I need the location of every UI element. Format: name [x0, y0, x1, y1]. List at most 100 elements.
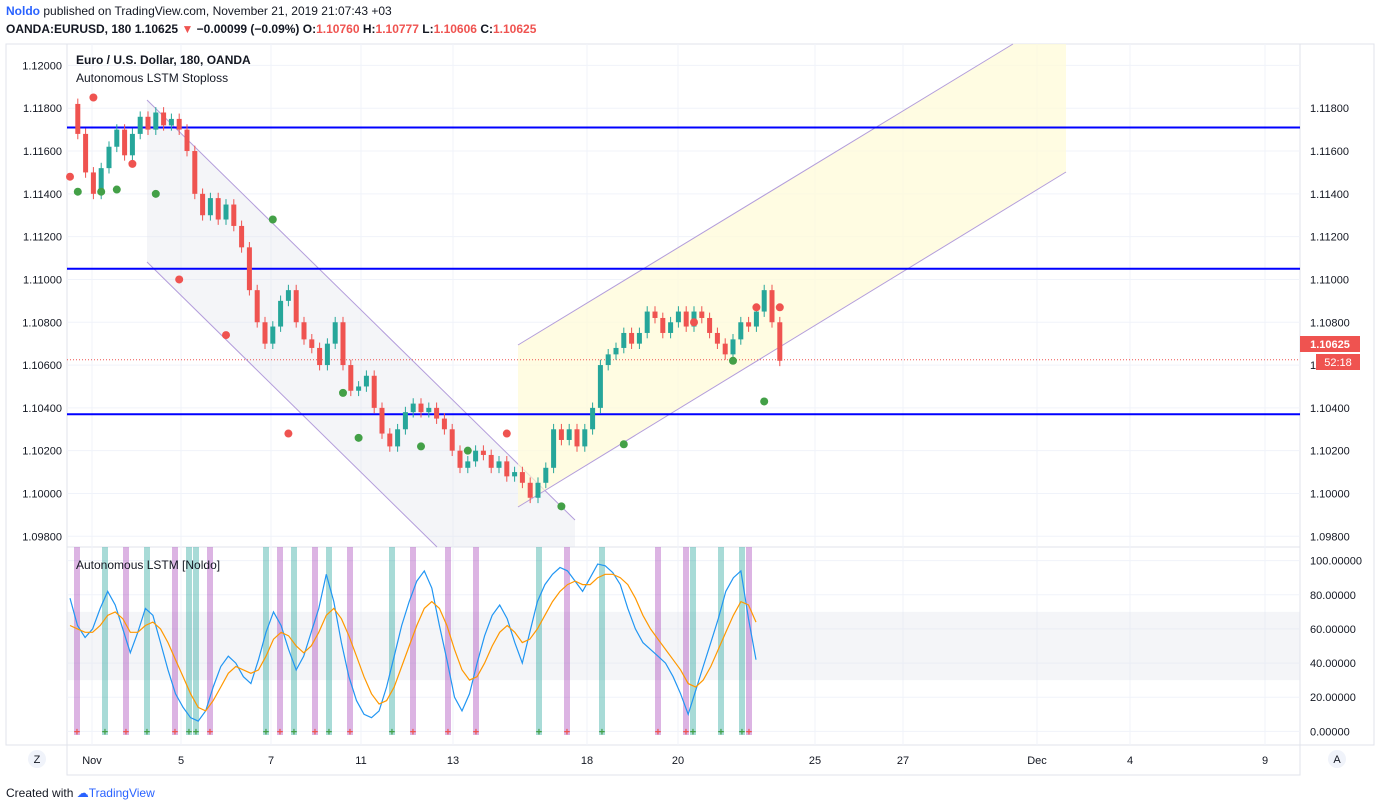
candle-body [379, 407, 385, 434]
time-tick-label: 20 [672, 755, 684, 767]
osc-sell-bar [564, 547, 570, 735]
candle-body [722, 343, 728, 355]
candle-body [434, 407, 440, 419]
candle-body [629, 332, 635, 344]
candle-body [246, 247, 252, 291]
indicator-label: Autonomous LSTM Stoploss [76, 71, 228, 85]
candle-body [668, 322, 674, 333]
candle-body [644, 311, 650, 333]
osc-buy-bar [536, 547, 542, 735]
candle-body [426, 407, 432, 413]
candle-body [98, 168, 104, 194]
candle-body [239, 225, 245, 248]
left-price-tick: 1.10000 [22, 488, 62, 500]
candle-body [168, 118, 174, 126]
osc-sell-bar [172, 547, 178, 735]
candle-body [192, 151, 198, 194]
corner-left-label: Z [34, 754, 41, 766]
buy-signal-marker [151, 189, 160, 198]
osc-buy-plus: + [263, 726, 269, 738]
candle-body [488, 454, 494, 468]
osc-buy-plus: + [291, 726, 297, 738]
left-price-tick: 1.11800 [23, 103, 62, 115]
candle-body [106, 146, 112, 169]
candle-body [363, 375, 369, 387]
candle-body [519, 472, 525, 483]
left-price-tick: 1.10400 [22, 403, 62, 415]
candle-body [129, 133, 135, 156]
down-channel-top [146, 99, 576, 521]
osc-sell-plus: + [74, 726, 80, 738]
candle-body [348, 365, 354, 391]
time-tick-label: 13 [447, 755, 459, 767]
high-value: 1.10777 [375, 22, 419, 36]
candle-body [504, 461, 510, 477]
candle-body [473, 450, 479, 462]
candle-body [746, 322, 752, 327]
time-tick-label: Nov [82, 755, 102, 767]
oscillator-pane[interactable] [66, 546, 1301, 746]
author-link[interactable]: Noldo [6, 4, 40, 18]
osc-sell-plus: + [207, 726, 213, 738]
candle-body [753, 311, 759, 327]
osc-buy-plus: + [193, 726, 199, 738]
candle-body [395, 429, 401, 447]
high-label: H: [362, 22, 376, 36]
candle-body [480, 450, 486, 455]
left-price-tick: 1.10800 [22, 317, 62, 329]
time-tick-label: 5 [178, 755, 184, 767]
osc-tick-label: 40.00000 [1310, 658, 1356, 670]
time-axis[interactable] [66, 744, 1301, 776]
osc-tick-label: 0.00000 [1310, 726, 1350, 738]
tradingview-brand[interactable]: TradingView [88, 786, 155, 800]
right-price-axis[interactable] [1299, 43, 1375, 746]
corner-left-button[interactable]: Z [28, 750, 46, 768]
osc-buy-bar [739, 547, 745, 735]
osc-tick-label: 20.00000 [1310, 692, 1356, 704]
candle-body [566, 429, 572, 440]
low-value: 1.10606 [433, 22, 477, 36]
osc-sell-plus: + [746, 726, 752, 738]
candle-body [285, 290, 291, 301]
buy-signal-marker [339, 388, 347, 397]
sell-signal-marker [284, 429, 293, 438]
candle-body [636, 332, 642, 344]
up-channel-bottom [517, 171, 1067, 508]
close-value: 1.10625 [492, 22, 537, 36]
time-tick-label: 27 [897, 755, 909, 767]
up-channel-fill [518, 44, 1066, 507]
candle-body [449, 429, 455, 451]
sell-signal-marker [690, 318, 698, 327]
osc-buy-plus: + [144, 726, 150, 738]
corner-right-button[interactable]: A [1328, 750, 1346, 768]
tradingview-logo-icon: ☁ [76, 786, 89, 800]
osc-buy-bar [193, 547, 199, 735]
osc-sell-plus: + [277, 726, 283, 738]
candle-body [153, 112, 159, 130]
left-price-axis[interactable] [5, 43, 68, 746]
osc-buy-bar [718, 547, 724, 735]
buy-signal-marker [112, 185, 121, 194]
candle-body [340, 322, 346, 366]
osc-sell-plus: + [410, 726, 416, 738]
osc-sell-plus: + [655, 726, 661, 738]
oscillator-label: Autonomous LSTM [Noldo] [76, 558, 220, 572]
candle-body [418, 403, 424, 413]
candle-body [582, 429, 588, 447]
left-price-tick: 1.11400 [23, 189, 62, 201]
osc-buy-plus: + [389, 726, 395, 738]
right-price-tick: 1.11800 [1310, 103, 1349, 115]
sell-signal-marker [752, 303, 761, 312]
left-price-tick: 1.11000 [23, 274, 62, 286]
osc-buy-plus: + [690, 726, 696, 738]
candle-body [270, 326, 276, 344]
open-value: 1.10760 [316, 22, 360, 36]
osc-buy-bar [102, 547, 108, 735]
right-price-tick: 1.11200 [1310, 232, 1349, 244]
osc-sell-bar [655, 547, 661, 735]
osc-buy-bar [389, 547, 395, 735]
candle-body [574, 429, 580, 447]
osc-sell-plus: + [473, 726, 479, 738]
candle-body [512, 472, 518, 477]
